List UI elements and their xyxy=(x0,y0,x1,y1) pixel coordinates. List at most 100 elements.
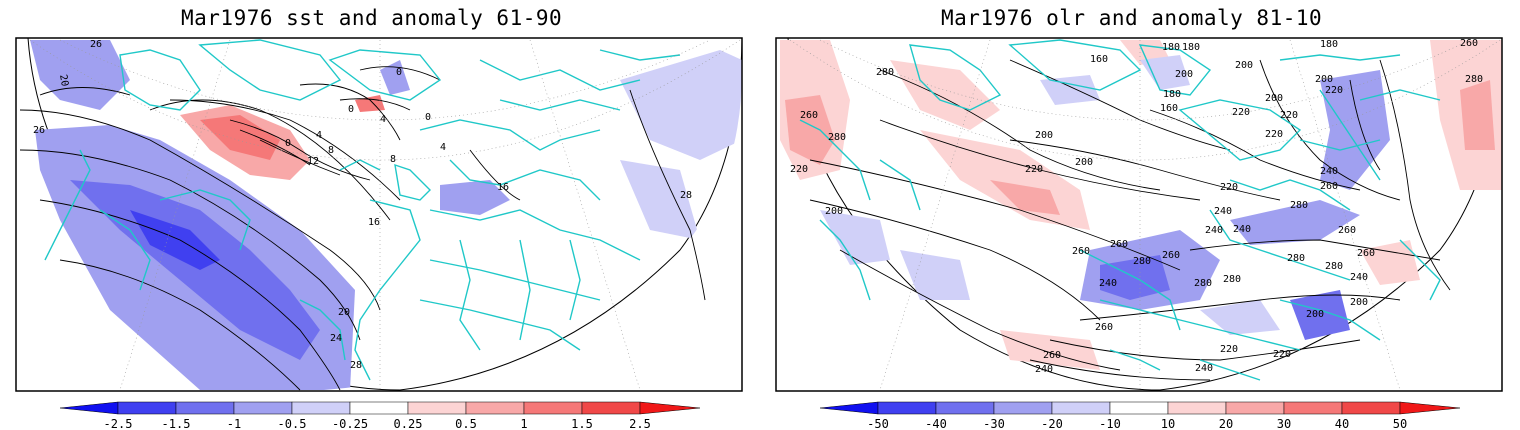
svg-text:180: 180 xyxy=(1320,39,1338,50)
svg-text:16: 16 xyxy=(368,217,380,228)
svg-text:280: 280 xyxy=(1223,274,1241,285)
olr-cb-tick: -20 xyxy=(1041,417,1063,430)
sst-panel: Mar1976 sst and anomaly 61-90 xyxy=(15,6,743,430)
svg-text:4: 4 xyxy=(440,142,446,153)
sst-cb-tick: -0.25 xyxy=(332,417,368,430)
olr-panel: Mar1976 olr and anomaly 81-10 xyxy=(760,0,1520,430)
svg-text:280: 280 xyxy=(876,67,894,78)
svg-text:180: 180 xyxy=(1182,42,1200,53)
svg-text:16: 16 xyxy=(497,182,509,193)
svg-text:220: 220 xyxy=(1025,164,1043,175)
olr-contour-labels: 280 260 280 220 200 180 180 160 200 200 … xyxy=(790,38,1483,375)
svg-text:200: 200 xyxy=(1035,130,1053,141)
olr-map: 280 260 280 220 200 180 180 160 200 200 … xyxy=(775,37,1503,430)
svg-text:4: 4 xyxy=(380,114,386,125)
sst-map-frame xyxy=(15,37,743,392)
positive-anomaly-shading xyxy=(780,40,1502,370)
svg-text:12: 12 xyxy=(307,156,319,167)
sst-panel-title: Mar1976 sst and anomaly 61-90 xyxy=(181,6,563,30)
sst-cb-tick: 2.5 xyxy=(629,417,651,430)
svg-text:220: 220 xyxy=(790,164,808,175)
sst-contours xyxy=(19,66,706,391)
svg-text:8: 8 xyxy=(328,145,334,156)
svg-text:200: 200 xyxy=(1075,157,1093,168)
svg-text:220: 220 xyxy=(1232,107,1250,118)
svg-text:260: 260 xyxy=(1110,239,1128,250)
svg-text:0: 0 xyxy=(396,67,402,78)
svg-text:220: 220 xyxy=(1273,349,1291,360)
svg-text:240: 240 xyxy=(1035,364,1053,375)
svg-text:220: 220 xyxy=(1220,344,1238,355)
svg-text:200: 200 xyxy=(1315,74,1333,85)
svg-text:240: 240 xyxy=(1205,225,1223,236)
sst-cb-tick: -1.5 xyxy=(162,417,191,430)
olr-cb-tick: 40 xyxy=(1335,417,1349,430)
svg-text:200: 200 xyxy=(1350,297,1368,308)
svg-text:220: 220 xyxy=(1220,182,1238,193)
olr-colorbar: -50 -40 -30 -20 -10 10 20 30 40 50 xyxy=(819,401,1461,430)
olr-cb-tick: -40 xyxy=(925,417,947,430)
olr-cb-tick: 30 xyxy=(1277,417,1291,430)
olr-cb-tick: -30 xyxy=(983,417,1005,430)
svg-text:260: 260 xyxy=(1338,225,1356,236)
olr-panel-title: Mar1976 olr and anomaly 81-10 xyxy=(941,6,1323,30)
coastlines xyxy=(44,39,681,381)
olr-contours xyxy=(809,59,1451,381)
svg-text:220: 220 xyxy=(1325,85,1343,96)
svg-text:260: 260 xyxy=(1320,181,1338,192)
svg-text:180: 180 xyxy=(1162,42,1180,53)
svg-text:220: 220 xyxy=(1265,129,1283,140)
svg-text:200: 200 xyxy=(1306,309,1324,320)
olr-cb-tick: 50 xyxy=(1393,417,1407,430)
svg-text:240: 240 xyxy=(1214,206,1232,217)
svg-text:0: 0 xyxy=(348,104,354,115)
svg-text:200: 200 xyxy=(1175,69,1193,80)
svg-text:8: 8 xyxy=(390,154,396,165)
svg-text:240: 240 xyxy=(1350,272,1368,283)
svg-text:200: 200 xyxy=(1265,93,1283,104)
sst-cb-tick: -0.5 xyxy=(278,417,307,430)
svg-text:260: 260 xyxy=(1043,350,1061,361)
svg-text:4: 4 xyxy=(316,130,322,141)
svg-text:220: 220 xyxy=(1280,110,1298,121)
svg-text:280: 280 xyxy=(1287,253,1305,264)
svg-text:20: 20 xyxy=(338,307,350,318)
sst-cb-tick: -1 xyxy=(227,417,241,430)
sst-cb-tick: 1 xyxy=(520,417,527,430)
svg-text:24: 24 xyxy=(330,333,342,344)
graticule xyxy=(789,39,1501,391)
svg-text:26: 26 xyxy=(33,125,45,136)
sst-cb-tick: -2.5 xyxy=(104,417,133,430)
svg-text:160: 160 xyxy=(1090,54,1108,65)
svg-text:200: 200 xyxy=(825,206,843,217)
sst-cb-tick: 0.25 xyxy=(394,417,423,430)
svg-text:280: 280 xyxy=(1465,74,1483,85)
svg-text:240: 240 xyxy=(1195,363,1213,374)
negative-anomaly-shading xyxy=(30,40,742,390)
svg-text:28: 28 xyxy=(350,360,362,371)
svg-text:240: 240 xyxy=(1233,224,1251,235)
sst-cb-tick: 1.5 xyxy=(571,417,593,430)
svg-text:280: 280 xyxy=(1325,261,1343,272)
sst-contour-labels: 26 20 26 0 4 8 12 16 0 0 4 0 8 16 28 20 … xyxy=(33,39,692,371)
olr-map-frame xyxy=(775,37,1503,392)
svg-text:260: 260 xyxy=(1460,38,1478,49)
olr-cb-tick: -50 xyxy=(867,417,889,430)
sst-colorbar: -2.5 -1.5 -1 -0.5 -0.25 0.25 0.5 1 1.5 2… xyxy=(59,401,701,430)
svg-text:200: 200 xyxy=(1235,60,1253,71)
svg-text:20: 20 xyxy=(57,74,70,88)
svg-text:28: 28 xyxy=(680,190,692,201)
svg-text:280: 280 xyxy=(828,132,846,143)
svg-text:280: 280 xyxy=(1133,256,1151,267)
svg-text:280: 280 xyxy=(1194,278,1212,289)
svg-text:280: 280 xyxy=(1290,200,1308,211)
svg-text:180: 180 xyxy=(1163,89,1181,100)
svg-text:26: 26 xyxy=(90,39,102,50)
olr-cb-tick: 10 xyxy=(1161,417,1175,430)
svg-text:0: 0 xyxy=(285,138,291,149)
negative-anomaly-shading xyxy=(820,55,1390,340)
svg-text:240: 240 xyxy=(1099,278,1117,289)
graticule xyxy=(29,39,741,391)
svg-text:240: 240 xyxy=(1320,166,1338,177)
svg-text:160: 160 xyxy=(1160,103,1178,114)
